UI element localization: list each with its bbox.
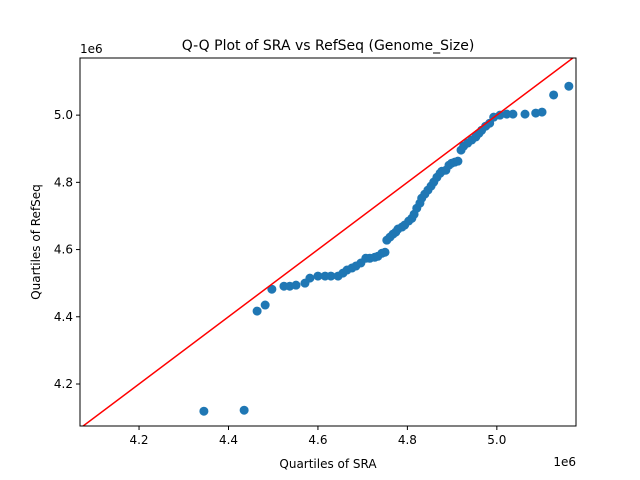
x-tick-label: 4.4 (219, 433, 238, 447)
plot-frame (79, 57, 577, 427)
data-point (495, 110, 505, 120)
y-tick-label: 4.4 (54, 310, 73, 324)
data-point (260, 300, 270, 310)
y-tick-label: 4.6 (54, 243, 73, 257)
data-point (199, 406, 209, 416)
data-point (267, 284, 277, 294)
x-offset-label: 1e6 (553, 455, 576, 469)
x-tick-label: 4.8 (398, 433, 417, 447)
x-tick-label: 4.2 (129, 433, 148, 447)
chart-title: Q-Q Plot of SRA vs RefSeq (Genome_Size) (182, 38, 475, 54)
data-point (252, 306, 262, 316)
y-tick-label: 4.8 (54, 175, 73, 189)
reference-line (81, 58, 575, 426)
data-point (520, 109, 530, 119)
data-point (537, 107, 547, 117)
y-offset-label: 1e6 (80, 42, 103, 56)
data-point (453, 156, 463, 166)
data-point (508, 109, 518, 119)
data-point (380, 247, 390, 257)
data-point (291, 280, 301, 290)
data-point (564, 81, 574, 91)
data-point (549, 90, 559, 100)
y-axis-label: Quartiles of RefSeq (29, 184, 43, 300)
x-tick-label: 4.6 (308, 433, 327, 447)
y-tick-label: 4.2 (54, 377, 73, 391)
y-tick-label: 5.0 (54, 108, 73, 122)
x-tick-label: 5.0 (487, 433, 506, 447)
data-point (313, 271, 323, 281)
data-point (239, 405, 249, 415)
data-point (305, 273, 315, 283)
data-point (502, 109, 512, 119)
data-point (326, 271, 336, 281)
x-axis-label: Quartiles of SRA (279, 457, 377, 471)
